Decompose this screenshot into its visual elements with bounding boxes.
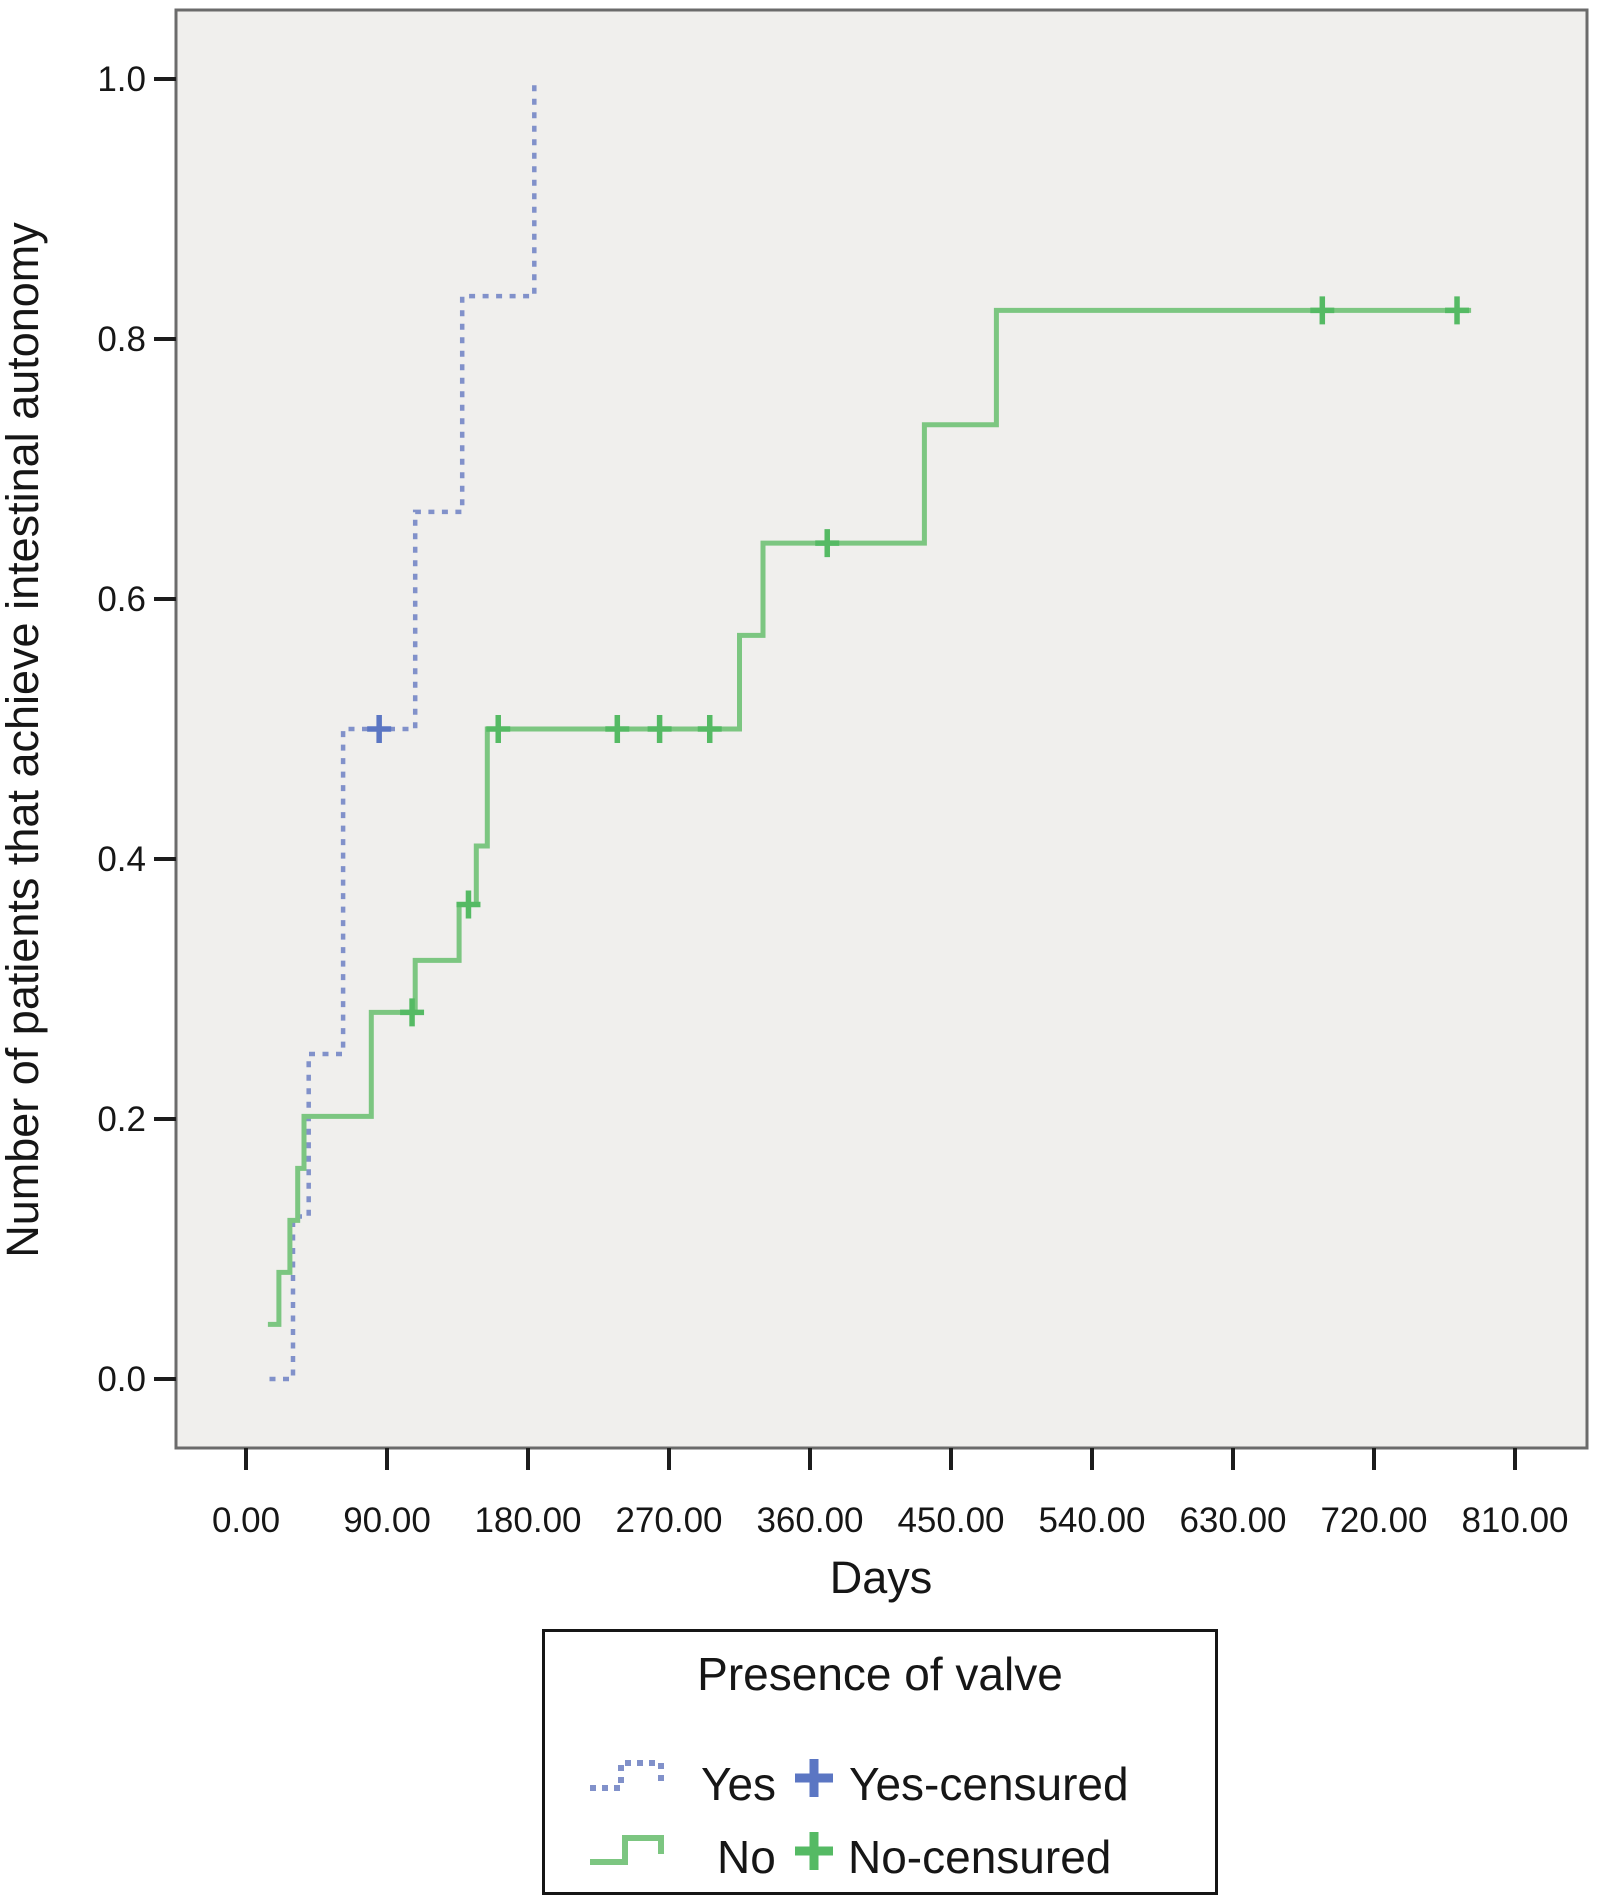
censor-mark-no	[1310, 296, 1335, 325]
censor-mark-no	[1445, 296, 1470, 325]
x-axis-title: Days	[830, 1552, 933, 1603]
y-axis-title: Number of patients that achieve intestin…	[0, 222, 48, 1258]
x-tick-label: 360.00	[756, 1501, 863, 1540]
legend-label-yes-censured: Yes-censured	[849, 1758, 1129, 1810]
x-tick-label: 90.00	[343, 1501, 431, 1540]
censor-mark-no	[647, 715, 672, 743]
legend-label-no: No	[717, 1831, 776, 1883]
plot-area	[176, 10, 1587, 1448]
no-line-swatch-icon	[590, 1835, 664, 1865]
y-tick-label: 0.2	[97, 1100, 146, 1139]
plot-border	[174, 8, 1589, 1450]
x-tick-label: 810.00	[1461, 1501, 1568, 1540]
legend: Presence of valve Yes Yes-censured No No…	[542, 1629, 1218, 1895]
no-censored-plus-icon	[795, 1832, 833, 1870]
legend-label-yes: Yes	[701, 1758, 777, 1810]
censor-mark-yes	[367, 715, 392, 743]
y-tick-label: 1.0	[97, 60, 146, 99]
legend-label-no-censured: No-censured	[848, 1831, 1112, 1883]
x-tick-label: 180.00	[474, 1501, 581, 1540]
censor-mark-no	[697, 715, 722, 743]
x-tick-label: 450.00	[897, 1501, 1004, 1540]
legend-title: Presence of valve	[697, 1648, 1063, 1700]
yes-censored-plus-icon	[795, 1759, 833, 1797]
censor-mark-no	[486, 715, 511, 743]
censor-mark-no	[605, 715, 630, 743]
x-tick-label: 540.00	[1038, 1501, 1145, 1540]
x-tick-label: 270.00	[615, 1501, 722, 1540]
series-line-no	[267, 307, 1472, 1327]
censor-mark-no	[456, 890, 481, 919]
y-tick-label: 0.4	[97, 840, 146, 879]
y-tick-label: 0.0	[97, 1360, 146, 1399]
x-tick-label: 630.00	[1179, 1501, 1286, 1540]
x-tick-label: 0.00	[212, 1501, 280, 1540]
x-tick-label: 720.00	[1320, 1501, 1427, 1540]
y-tick-label: 0.6	[97, 580, 146, 619]
censor-mark-no	[815, 529, 840, 558]
censor-mark-no	[400, 998, 425, 1027]
km-chart: 0.00 90.00 180.00 270.00 360.00 450.00 540.00 6…	[0, 8, 1589, 1603]
yes-line-swatch-icon	[590, 1760, 664, 1791]
y-tick-label: 0.8	[97, 320, 146, 359]
